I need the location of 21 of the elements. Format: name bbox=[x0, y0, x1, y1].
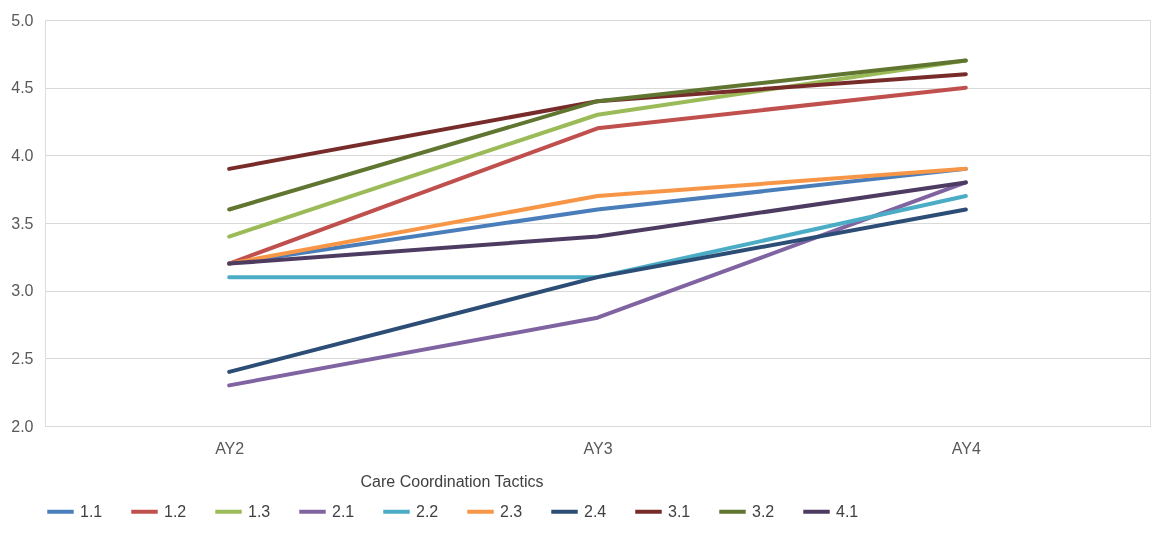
x-tick-label: AY3 bbox=[583, 439, 613, 457]
y-tick-label: 5.0 bbox=[11, 11, 34, 29]
legend-label: 1.2 bbox=[164, 502, 187, 520]
y-tick-label: 3.0 bbox=[11, 282, 34, 300]
legend-label: 4.1 bbox=[836, 502, 859, 520]
legend-label: 2.2 bbox=[416, 502, 439, 520]
x-tick-label: AY2 bbox=[215, 439, 245, 457]
legend-title: Care Coordination Tactics bbox=[360, 473, 544, 490]
legend-label: 3.1 bbox=[668, 502, 691, 520]
y-tick-label: 4.0 bbox=[11, 146, 34, 164]
y-tick-label: 3.5 bbox=[11, 214, 34, 232]
legend-label: 1.1 bbox=[80, 502, 103, 520]
legend-label: 2.3 bbox=[500, 502, 523, 520]
legend-label: 3.2 bbox=[752, 502, 775, 520]
legend-label: 2.4 bbox=[584, 502, 607, 520]
legend-label: 2.1 bbox=[332, 502, 355, 520]
legend-label: 1.3 bbox=[248, 502, 271, 520]
y-tick-label: 4.5 bbox=[11, 79, 34, 97]
x-tick-label: AY4 bbox=[951, 439, 981, 457]
y-tick-label: 2.5 bbox=[11, 349, 34, 367]
y-tick-label: 2.0 bbox=[11, 417, 34, 435]
